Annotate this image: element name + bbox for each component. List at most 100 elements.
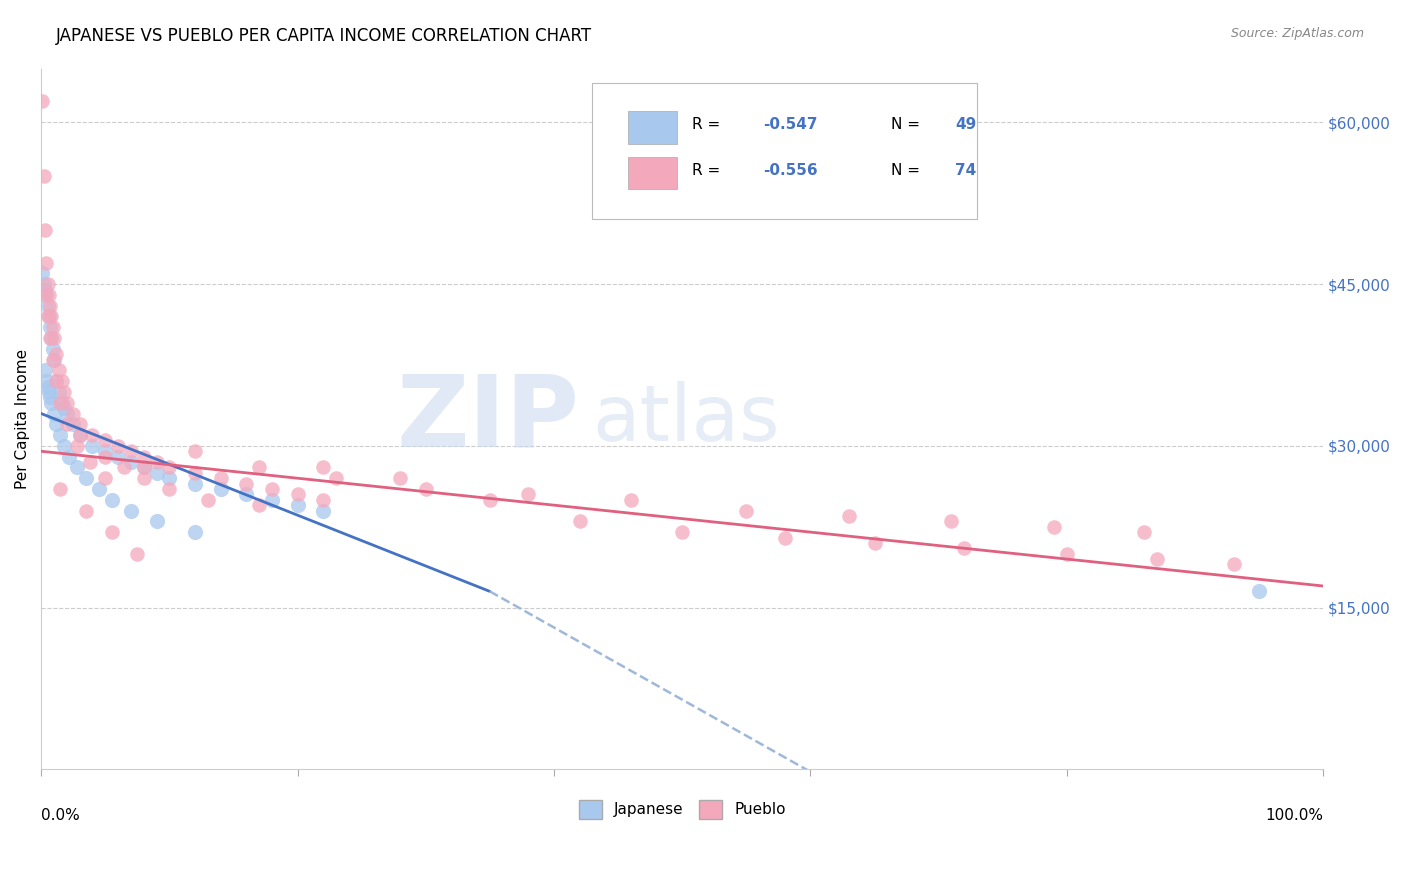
- Point: [120, 444, 142, 458]
- Point: [209, 471, 232, 485]
- Point: [87, 482, 110, 496]
- Point: [145, 514, 167, 528]
- Point: [863, 536, 886, 550]
- Point: [38, 288, 60, 302]
- Point: [42, 352, 65, 367]
- Point: [184, 476, 207, 491]
- Point: [79, 455, 101, 469]
- Point: [107, 439, 129, 453]
- Point: [260, 482, 283, 496]
- Point: [312, 460, 335, 475]
- Point: [773, 531, 796, 545]
- Point: [1043, 519, 1066, 533]
- Point: [41, 331, 63, 345]
- Point: [287, 487, 309, 501]
- Point: [45, 374, 67, 388]
- Point: [517, 487, 540, 501]
- Point: [31, 94, 53, 108]
- Point: [287, 498, 309, 512]
- Point: [39, 320, 62, 334]
- Point: [1222, 558, 1244, 572]
- Point: [75, 471, 97, 485]
- Point: [94, 471, 117, 485]
- Point: [132, 460, 155, 475]
- Text: R =: R =: [692, 117, 725, 132]
- Text: -0.547: -0.547: [763, 117, 817, 132]
- Point: [58, 450, 80, 464]
- Point: [34, 283, 56, 297]
- Point: [478, 492, 501, 507]
- Point: [37, 277, 59, 292]
- Point: [38, 384, 60, 399]
- Point: [671, 525, 693, 540]
- Point: [120, 455, 142, 469]
- Point: [41, 310, 63, 324]
- FancyBboxPatch shape: [628, 157, 678, 189]
- Point: [235, 487, 257, 501]
- Point: [35, 255, 58, 269]
- Text: N =: N =: [891, 162, 925, 178]
- Point: [247, 460, 270, 475]
- Point: [145, 455, 167, 469]
- Point: [41, 396, 63, 410]
- Point: [157, 460, 180, 475]
- Point: [94, 444, 117, 458]
- Point: [35, 288, 58, 302]
- Point: [51, 396, 73, 410]
- Point: [37, 379, 59, 393]
- Point: [37, 299, 59, 313]
- Point: [66, 439, 89, 453]
- Text: R =: R =: [692, 162, 725, 178]
- Point: [53, 439, 76, 453]
- Point: [247, 498, 270, 512]
- Point: [184, 444, 207, 458]
- Legend: Japanese, Pueblo: Japanese, Pueblo: [572, 794, 792, 825]
- Point: [35, 374, 58, 388]
- FancyBboxPatch shape: [628, 112, 678, 144]
- Point: [157, 471, 180, 485]
- Point: [42, 407, 65, 421]
- Point: [34, 363, 56, 377]
- Text: Source: ZipAtlas.com: Source: ZipAtlas.com: [1230, 27, 1364, 40]
- Point: [82, 439, 104, 453]
- Point: [45, 374, 67, 388]
- Point: [389, 471, 412, 485]
- Point: [34, 288, 56, 302]
- Point: [94, 450, 117, 464]
- Point: [568, 514, 591, 528]
- Point: [197, 492, 219, 507]
- Point: [51, 374, 73, 388]
- FancyBboxPatch shape: [592, 83, 977, 219]
- Point: [41, 352, 63, 367]
- Point: [37, 310, 59, 324]
- Text: -0.556: -0.556: [763, 162, 817, 178]
- Text: JAPANESE VS PUEBLO PER CAPITA INCOME CORRELATION CHART: JAPANESE VS PUEBLO PER CAPITA INCOME COR…: [56, 27, 592, 45]
- Point: [75, 503, 97, 517]
- Point: [620, 492, 643, 507]
- Point: [325, 471, 347, 485]
- Point: [107, 450, 129, 464]
- Point: [120, 503, 142, 517]
- Point: [132, 460, 155, 475]
- Point: [114, 460, 136, 475]
- Point: [1249, 584, 1271, 599]
- Point: [39, 390, 62, 404]
- Point: [1132, 525, 1154, 540]
- Point: [1056, 547, 1078, 561]
- Point: [53, 401, 76, 416]
- Point: [132, 471, 155, 485]
- Point: [66, 460, 89, 475]
- Point: [145, 466, 167, 480]
- Point: [42, 331, 65, 345]
- Point: [55, 407, 77, 421]
- Point: [941, 514, 963, 528]
- Point: [312, 503, 335, 517]
- Point: [209, 482, 232, 496]
- Point: [235, 476, 257, 491]
- Point: [415, 482, 437, 496]
- Text: 0.0%: 0.0%: [41, 808, 80, 822]
- Point: [127, 547, 149, 561]
- Text: 74: 74: [955, 162, 977, 178]
- Text: atlas: atlas: [592, 381, 780, 457]
- Point: [39, 299, 62, 313]
